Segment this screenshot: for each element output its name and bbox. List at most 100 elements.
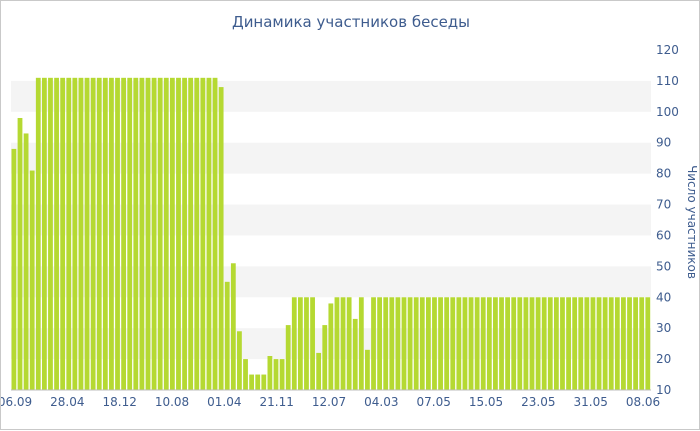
bar [553, 297, 559, 390]
bar [35, 77, 41, 390]
bar [499, 297, 504, 390]
bar [255, 374, 261, 390]
bar [218, 87, 224, 390]
y-tick-label: 120 [656, 43, 679, 57]
bar [584, 297, 590, 390]
bar [243, 359, 248, 390]
bar [297, 297, 303, 390]
y-tick-label: 90 [656, 136, 671, 150]
bar [334, 297, 340, 390]
bar [358, 297, 364, 390]
x-tick-label: 07.05 [417, 395, 451, 409]
x-tick-label: 21.11 [260, 395, 294, 409]
bar [438, 297, 443, 390]
bar [145, 77, 151, 390]
bar [54, 77, 59, 390]
bar [60, 77, 66, 390]
x-tick-label: 31.05 [574, 395, 608, 409]
bar [395, 297, 401, 390]
bar [90, 77, 96, 390]
x-tick-label: 12.07 [312, 395, 346, 409]
y-axis-label: Число участников [685, 165, 699, 279]
bar [291, 297, 297, 390]
bar [340, 297, 346, 390]
bar [267, 356, 273, 390]
bar [493, 297, 498, 390]
bar [450, 297, 456, 390]
x-tick-label: 15.05 [469, 395, 503, 409]
y-tick-label: 30 [656, 321, 671, 335]
bar [505, 297, 511, 390]
x-tick-label: 10.08 [155, 395, 189, 409]
bar [517, 297, 523, 390]
y-tick-label: 80 [656, 167, 671, 181]
bar [456, 297, 462, 390]
bar [115, 77, 120, 390]
bar [529, 297, 535, 390]
bar [176, 77, 181, 390]
bar [432, 297, 437, 390]
bar [11, 148, 17, 390]
bar [72, 77, 78, 390]
bar [511, 297, 517, 390]
bar [273, 359, 279, 390]
bar [194, 77, 200, 390]
bar [627, 297, 632, 390]
bar [578, 297, 584, 390]
bar [383, 297, 389, 390]
bar [41, 77, 47, 390]
y-tick-label: 40 [656, 290, 671, 304]
bar [590, 297, 596, 390]
bar [237, 331, 242, 390]
bar [633, 297, 639, 390]
bar [407, 297, 413, 390]
x-tick-labels: 06.09 28.04 18.12 10.08 01.04 21.11 12.07 04.03… [1, 395, 660, 409]
x-tick-label: 06.09 [1, 395, 32, 409]
bar [621, 297, 626, 390]
bar [316, 352, 322, 390]
x-tick-label: 04.03 [364, 395, 398, 409]
bar [17, 118, 23, 390]
bar [23, 133, 29, 390]
y-tick-label: 100 [656, 105, 679, 119]
bar [560, 297, 565, 390]
x-tick-label: 28.04 [50, 395, 84, 409]
bar [304, 297, 309, 390]
bar [127, 77, 133, 390]
bar [413, 297, 419, 390]
bar [425, 297, 431, 390]
bar [480, 297, 486, 390]
bar [468, 297, 474, 390]
bar [78, 77, 84, 390]
y-tick-label: 70 [656, 198, 671, 212]
x-tick-label: 08.06 [626, 395, 660, 409]
bar [261, 374, 267, 390]
bar [66, 77, 72, 390]
bar [182, 77, 187, 390]
bar [102, 77, 108, 390]
bar [371, 297, 376, 390]
bar [346, 297, 352, 390]
bar [547, 297, 553, 390]
bar [285, 325, 291, 390]
y-tick-label: 50 [656, 259, 671, 273]
bar [365, 349, 370, 390]
x-tick-label: 18.12 [103, 395, 137, 409]
bar [212, 77, 218, 390]
y-tick-label: 60 [656, 228, 671, 242]
bar [169, 77, 175, 390]
bar [29, 170, 35, 390]
bar [535, 297, 541, 390]
x-tick-label: 23.05 [521, 395, 555, 409]
bar [444, 297, 450, 390]
x-tick-label: 01.04 [207, 395, 241, 409]
bar [206, 77, 212, 390]
bar [602, 297, 608, 390]
bar [608, 297, 614, 390]
bar [96, 77, 102, 390]
y-tick-label: 110 [656, 74, 679, 88]
bar [462, 297, 468, 390]
bar [389, 297, 395, 390]
